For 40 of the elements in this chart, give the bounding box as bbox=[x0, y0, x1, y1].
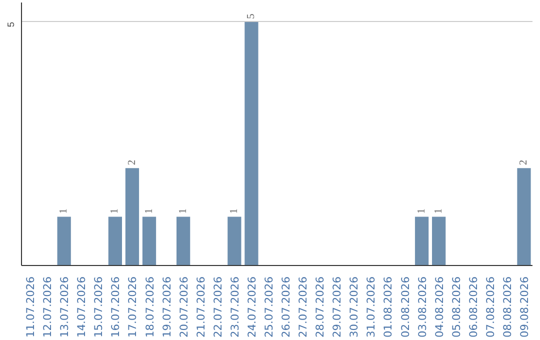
x-tick-label: 18.07.2026 bbox=[143, 276, 156, 338]
data-label: 1 bbox=[58, 208, 70, 214]
x-tick-label: 16.07.2026 bbox=[109, 276, 122, 338]
data-label: 1 bbox=[433, 208, 444, 214]
x-tick-label: 02.08.2026 bbox=[398, 276, 412, 338]
x-tick-label: 29.07.2026 bbox=[330, 276, 344, 338]
x-tick-label: 09.08.2026 bbox=[518, 276, 531, 338]
x-tick-label: 26.07.2026 bbox=[280, 276, 293, 338]
x-tick-label: 12.07.2026 bbox=[41, 276, 54, 338]
x-tick-label: 11.07.2026 bbox=[24, 276, 38, 338]
x-tick-label: 28.07.2026 bbox=[314, 276, 327, 338]
data-label: 1 bbox=[416, 208, 428, 214]
data-label: 1 bbox=[110, 208, 121, 214]
x-tick-label: 30.07.2026 bbox=[348, 276, 361, 338]
x-tick-label: 27.07.2026 bbox=[296, 276, 310, 338]
x-tick-label: 07.08.2026 bbox=[484, 276, 497, 338]
x-tick-label: 24.07.2026 bbox=[245, 276, 258, 338]
x-tick-label: 31.07.2026 bbox=[364, 276, 378, 338]
x-tick-label: 25.07.2026 bbox=[262, 276, 276, 338]
x-tick-label: 08.08.2026 bbox=[500, 276, 514, 338]
x-tick-label: 14.07.2026 bbox=[75, 276, 88, 338]
x-tick-label: 20.07.2026 bbox=[177, 276, 190, 338]
data-label: 1 bbox=[178, 208, 189, 214]
x-tick-label: 13.07.2026 bbox=[58, 276, 72, 338]
data-label: 1 bbox=[228, 208, 240, 214]
data-label: 2 bbox=[518, 160, 530, 166]
x-tick-label: 22.07.2026 bbox=[211, 276, 224, 338]
x-tick-label: 05.08.2026 bbox=[450, 276, 463, 338]
data-label: 5 bbox=[246, 14, 258, 19]
x-tick-label: 21.07.2026 bbox=[194, 276, 208, 338]
x-tick-label: 06.08.2026 bbox=[466, 276, 480, 338]
x-tick-label: 17.07.2026 bbox=[126, 276, 140, 338]
x-tick-label: 03.08.2026 bbox=[416, 276, 429, 338]
x-tick-label: 01.08.2026 bbox=[382, 276, 395, 338]
data-label: 2 bbox=[126, 160, 138, 166]
x-tick-label: 23.07.2026 bbox=[228, 276, 242, 338]
data-label: 1 bbox=[144, 208, 155, 214]
x-tick-label: 15.07.2026 bbox=[92, 276, 106, 338]
x-tick-label: 19.07.2026 bbox=[160, 276, 174, 338]
x-tick-label: 04.08.2026 bbox=[432, 276, 446, 338]
